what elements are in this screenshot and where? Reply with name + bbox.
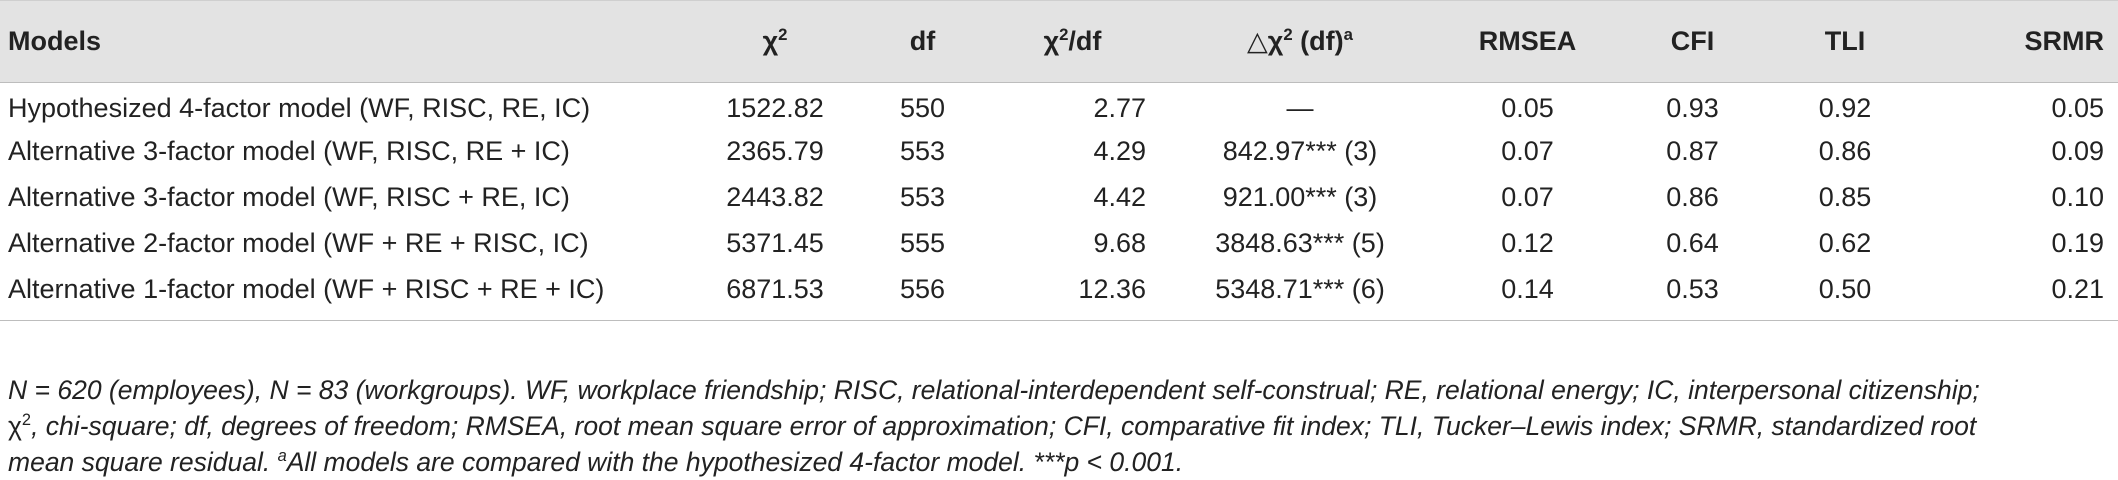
cell-chi-square-df: 4.42	[1093, 182, 1146, 212]
header-tli: TLI	[1770, 0, 1920, 83]
cell-chi-square: 1522.82	[726, 93, 824, 124]
table-row: Alternative 2-factor model (WF + RE + RI…	[0, 221, 2118, 267]
header-cfi: CFI	[1615, 0, 1770, 83]
cell-df: 550	[899, 93, 946, 124]
cell-delta-chi-square: 921.00*** (3)	[1222, 182, 1378, 212]
cell-chi-square: 6871.53	[690, 266, 860, 321]
header-delta-sup: 2	[1283, 25, 1293, 44]
cell-srmr: 0.19	[2051, 228, 2104, 258]
table-row: Alternative 3-factor model (WF, RISC + R…	[0, 175, 2118, 221]
cell-delta-chi-square: 5348.71*** (6)	[1160, 266, 1440, 321]
cell-cfi: 0.53	[1615, 266, 1770, 321]
cell-delta-chi-square: 842.97*** (3)	[1222, 136, 1378, 166]
footnote-line-3-text: All models are compared with the hypothe…	[286, 447, 1184, 477]
header-df: df	[860, 0, 985, 83]
table-footnote: N = 620 (employees), N = 83 (workgroups)…	[8, 372, 2104, 480]
footnote-line-2-text: , chi-square; df, degrees of freedom; RM…	[31, 411, 1977, 441]
cell-df: 555	[899, 228, 946, 258]
header-models: Models	[0, 0, 690, 83]
cell-model: Alternative 3-factor model (WF, RISC + R…	[8, 182, 570, 212]
cell-chi-square-df: 12.36	[985, 266, 1160, 321]
cfa-comparison-table: Models χ2 df χ2/df △χ2 (df)a RMSEA CFI T…	[0, 0, 2118, 321]
cell-df: 553	[899, 182, 946, 212]
header-chi2df-symbol: χ	[1043, 26, 1060, 56]
cell-chi-square-df: 9.68	[1093, 228, 1146, 258]
cell-rmsea: 0.12	[1501, 228, 1554, 258]
cell-rmsea: 0.14	[1440, 266, 1615, 321]
footnote-line-1: N = 620 (employees), N = 83 (workgroups)…	[8, 375, 1980, 405]
cell-model: Alternative 3-factor model (WF, RISC, RE…	[8, 136, 570, 166]
cell-chi-square: 2443.82	[726, 182, 824, 212]
header-chi2df-post: /df	[1068, 26, 1102, 56]
cell-tli: 0.92	[1818, 93, 1872, 124]
cell-rmsea: 0.07	[1501, 136, 1554, 166]
cell-model: Alternative 1-factor model (WF + RISC + …	[0, 266, 690, 321]
header-delta-footnote-mark: a	[1343, 25, 1353, 44]
footnote-line-2: χ2, chi-square; df, degrees of freedom; …	[8, 408, 2104, 444]
cell-srmr: 0.10	[2051, 182, 2104, 212]
cell-rmsea: 0.05	[1501, 93, 1554, 124]
header-srmr: SRMR	[1920, 0, 2118, 83]
header-chi2df-sup: 2	[1059, 25, 1069, 44]
cell-df: 553	[899, 136, 946, 166]
cell-chi-square: 5371.45	[726, 228, 824, 258]
cell-tli: 0.50	[1770, 266, 1920, 321]
header-delta-symbol: △χ	[1247, 26, 1284, 56]
cell-delta-chi-square: 3848.63*** (5)	[1215, 228, 1385, 258]
cell-rmsea: 0.07	[1501, 182, 1554, 212]
table-row: Hypothesized 4-factor model (WF, RISC, R…	[0, 83, 2118, 129]
cell-cfi: 0.86	[1666, 182, 1719, 212]
table-row: Alternative 3-factor model (WF, RISC, RE…	[0, 129, 2118, 175]
cell-srmr: 0.09	[2051, 136, 2104, 166]
header-chi-square-symbol: χ	[762, 26, 779, 56]
cell-chi-square-df: 4.29	[1093, 136, 1146, 166]
header-row: Models χ2 df χ2/df △χ2 (df)a RMSEA CFI T…	[0, 0, 2118, 83]
cell-model: Hypothesized 4-factor model (WF, RISC, R…	[8, 93, 591, 124]
cell-model: Alternative 2-factor model (WF + RE + RI…	[8, 228, 589, 258]
table-row: Alternative 1-factor model (WF + RISC + …	[0, 266, 2118, 321]
cell-tli: 0.62	[1818, 228, 1872, 258]
footnote-chi-sup: 2	[21, 411, 32, 430]
header-delta-post: (df)	[1292, 26, 1344, 56]
cell-cfi: 0.93	[1666, 93, 1719, 124]
cell-cfi: 0.87	[1666, 136, 1719, 166]
footnote-chi-symbol: χ	[8, 411, 22, 441]
cell-chi-square-df: 2.77	[1093, 93, 1146, 124]
header-rmsea: RMSEA	[1440, 0, 1615, 83]
header-delta-chi-square: △χ2 (df)a	[1160, 0, 1440, 83]
cell-chi-square: 2365.79	[726, 136, 824, 166]
header-chi-square-df: χ2/df	[985, 0, 1160, 83]
footnote-mark-a: a	[277, 447, 287, 466]
cell-tli: 0.85	[1818, 182, 1872, 212]
cell-cfi: 0.64	[1666, 228, 1719, 258]
cell-srmr: 0.05	[2051, 93, 2104, 124]
cell-srmr: 0.21	[1920, 266, 2118, 321]
footnote-line-3-pre: mean square residual.	[8, 447, 278, 477]
cell-df: 556	[860, 266, 985, 321]
header-chi-square-sup: 2	[778, 25, 788, 44]
footnote-line-3: mean square residual. aAll models are co…	[8, 444, 2104, 480]
cell-tli: 0.86	[1818, 136, 1872, 166]
cell-delta-chi-square: —	[1286, 93, 1314, 124]
header-chi-square: χ2	[690, 0, 860, 83]
